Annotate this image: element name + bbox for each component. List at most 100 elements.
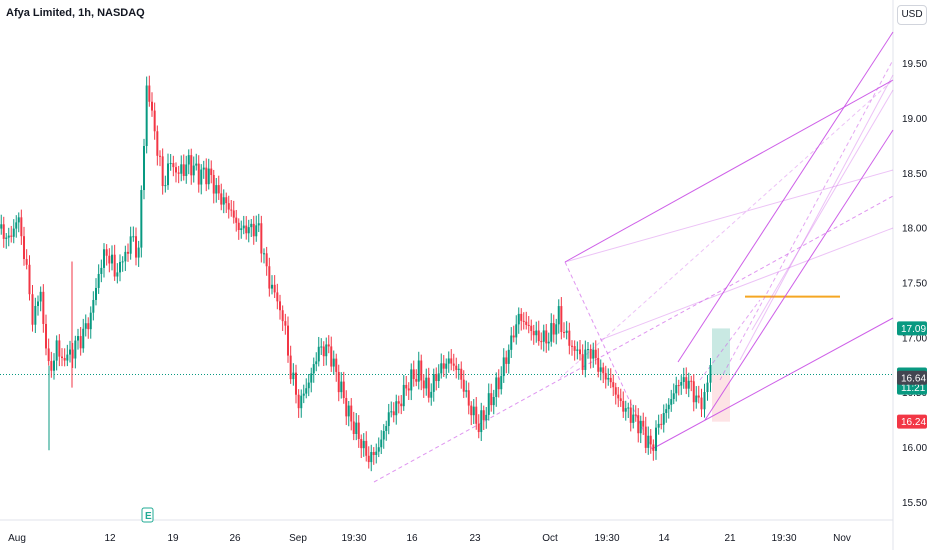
candle-body: [435, 374, 438, 382]
candle-body: [619, 398, 622, 402]
candle-body: [565, 330, 568, 333]
candle-body: [542, 330, 545, 342]
candle-body: [350, 405, 353, 422]
candle-body: [340, 381, 343, 393]
candle-body: [69, 349, 71, 355]
candle-body: [682, 377, 685, 383]
candle-body: [482, 410, 485, 421]
candle-body: [279, 301, 281, 311]
earnings-marker[interactable]: E: [141, 507, 154, 523]
candle-body: [61, 356, 63, 358]
candle-body: [480, 410, 483, 433]
candle-body: [197, 163, 200, 185]
candle-body: [352, 421, 355, 435]
candle-body: [45, 323, 47, 349]
candle-body: [190, 155, 193, 176]
candle-body: [490, 393, 493, 406]
candle-body: [317, 346, 320, 362]
x-tick-label: 14: [658, 533, 670, 544]
currency-button[interactable]: USD: [897, 5, 927, 25]
candle-body: [355, 422, 358, 435]
price-tag: [897, 370, 927, 385]
candle-body: [148, 85, 151, 102]
candle-body: [709, 365, 712, 383]
candle-body: [297, 394, 300, 409]
candle-body: [594, 349, 597, 358]
candle-body: [357, 422, 360, 440]
candle-body: [77, 336, 79, 341]
pitchfork-mid-upper: [564, 169, 894, 263]
candle-body: [465, 390, 468, 392]
candle-body: [220, 193, 223, 205]
candle-body: [245, 225, 248, 234]
candle-body: [597, 357, 600, 372]
candle-body: [510, 335, 513, 350]
price-tag: [897, 321, 927, 336]
candle-body: [200, 169, 203, 185]
pitchfork-median: [373, 195, 894, 483]
candle-body: [273, 284, 276, 293]
candle-body: [670, 399, 673, 405]
fork2-lower: [704, 129, 894, 421]
candle-body: [460, 368, 463, 380]
candle-body: [612, 382, 615, 388]
candle-body: [212, 174, 215, 194]
candle-body: [385, 426, 388, 431]
candle-body: [442, 363, 445, 369]
candle-body: [573, 346, 576, 351]
candle-body: [180, 164, 183, 174]
candle-body: [507, 349, 510, 364]
candle-body: [289, 355, 292, 380]
candle-body: [116, 272, 119, 277]
x-tick-label: 16: [406, 533, 418, 544]
candle-body: [410, 369, 413, 391]
candle-body: [225, 197, 228, 204]
fork2-upper: [677, 31, 894, 363]
candle-body: [265, 253, 268, 267]
candle-body: [135, 236, 137, 258]
candle-body: [624, 408, 627, 412]
candle-body: [227, 203, 230, 210]
candle-body: [31, 294, 34, 325]
candle-body: [675, 385, 678, 394]
candle-body: [145, 85, 148, 147]
candle-body: [563, 332, 565, 334]
candle-body: [392, 411, 395, 416]
candle-body: [50, 361, 53, 371]
fork2-extension: [559, 79, 894, 379]
candle-body: [537, 330, 540, 342]
candle-body: [257, 223, 260, 226]
chart-grid: [0, 0, 894, 550]
candle-body: [367, 455, 370, 463]
candle-body: [207, 168, 210, 185]
candle-body: [560, 306, 563, 333]
candle-body: [402, 384, 405, 407]
candle-body: [222, 197, 225, 205]
candle-body: [345, 398, 348, 417]
fork2-median: [719, 59, 894, 381]
candle-body: [260, 223, 263, 254]
candle-body: [175, 167, 177, 173]
candle-body: [230, 209, 233, 211]
candle-body: [437, 373, 440, 382]
x-tick-label: 26: [229, 533, 241, 544]
y-tick-label: 17.00: [902, 333, 927, 344]
candle-body: [417, 360, 420, 382]
candle-body: [390, 411, 393, 413]
candle-body: [557, 306, 560, 325]
candle-body: [34, 305, 37, 325]
candle-body: [477, 423, 480, 433]
stop-zone: [712, 374, 730, 422]
candle-body: [622, 401, 625, 412]
candle-body: [639, 420, 642, 434]
candle-body: [25, 259, 28, 265]
candle-body: [430, 391, 433, 398]
candle-body: [485, 414, 488, 421]
candle-body: [268, 266, 271, 289]
candle-body: [172, 163, 175, 168]
candle-body: [690, 380, 693, 382]
candle-body: [127, 251, 129, 254]
candle-body: [84, 323, 87, 329]
